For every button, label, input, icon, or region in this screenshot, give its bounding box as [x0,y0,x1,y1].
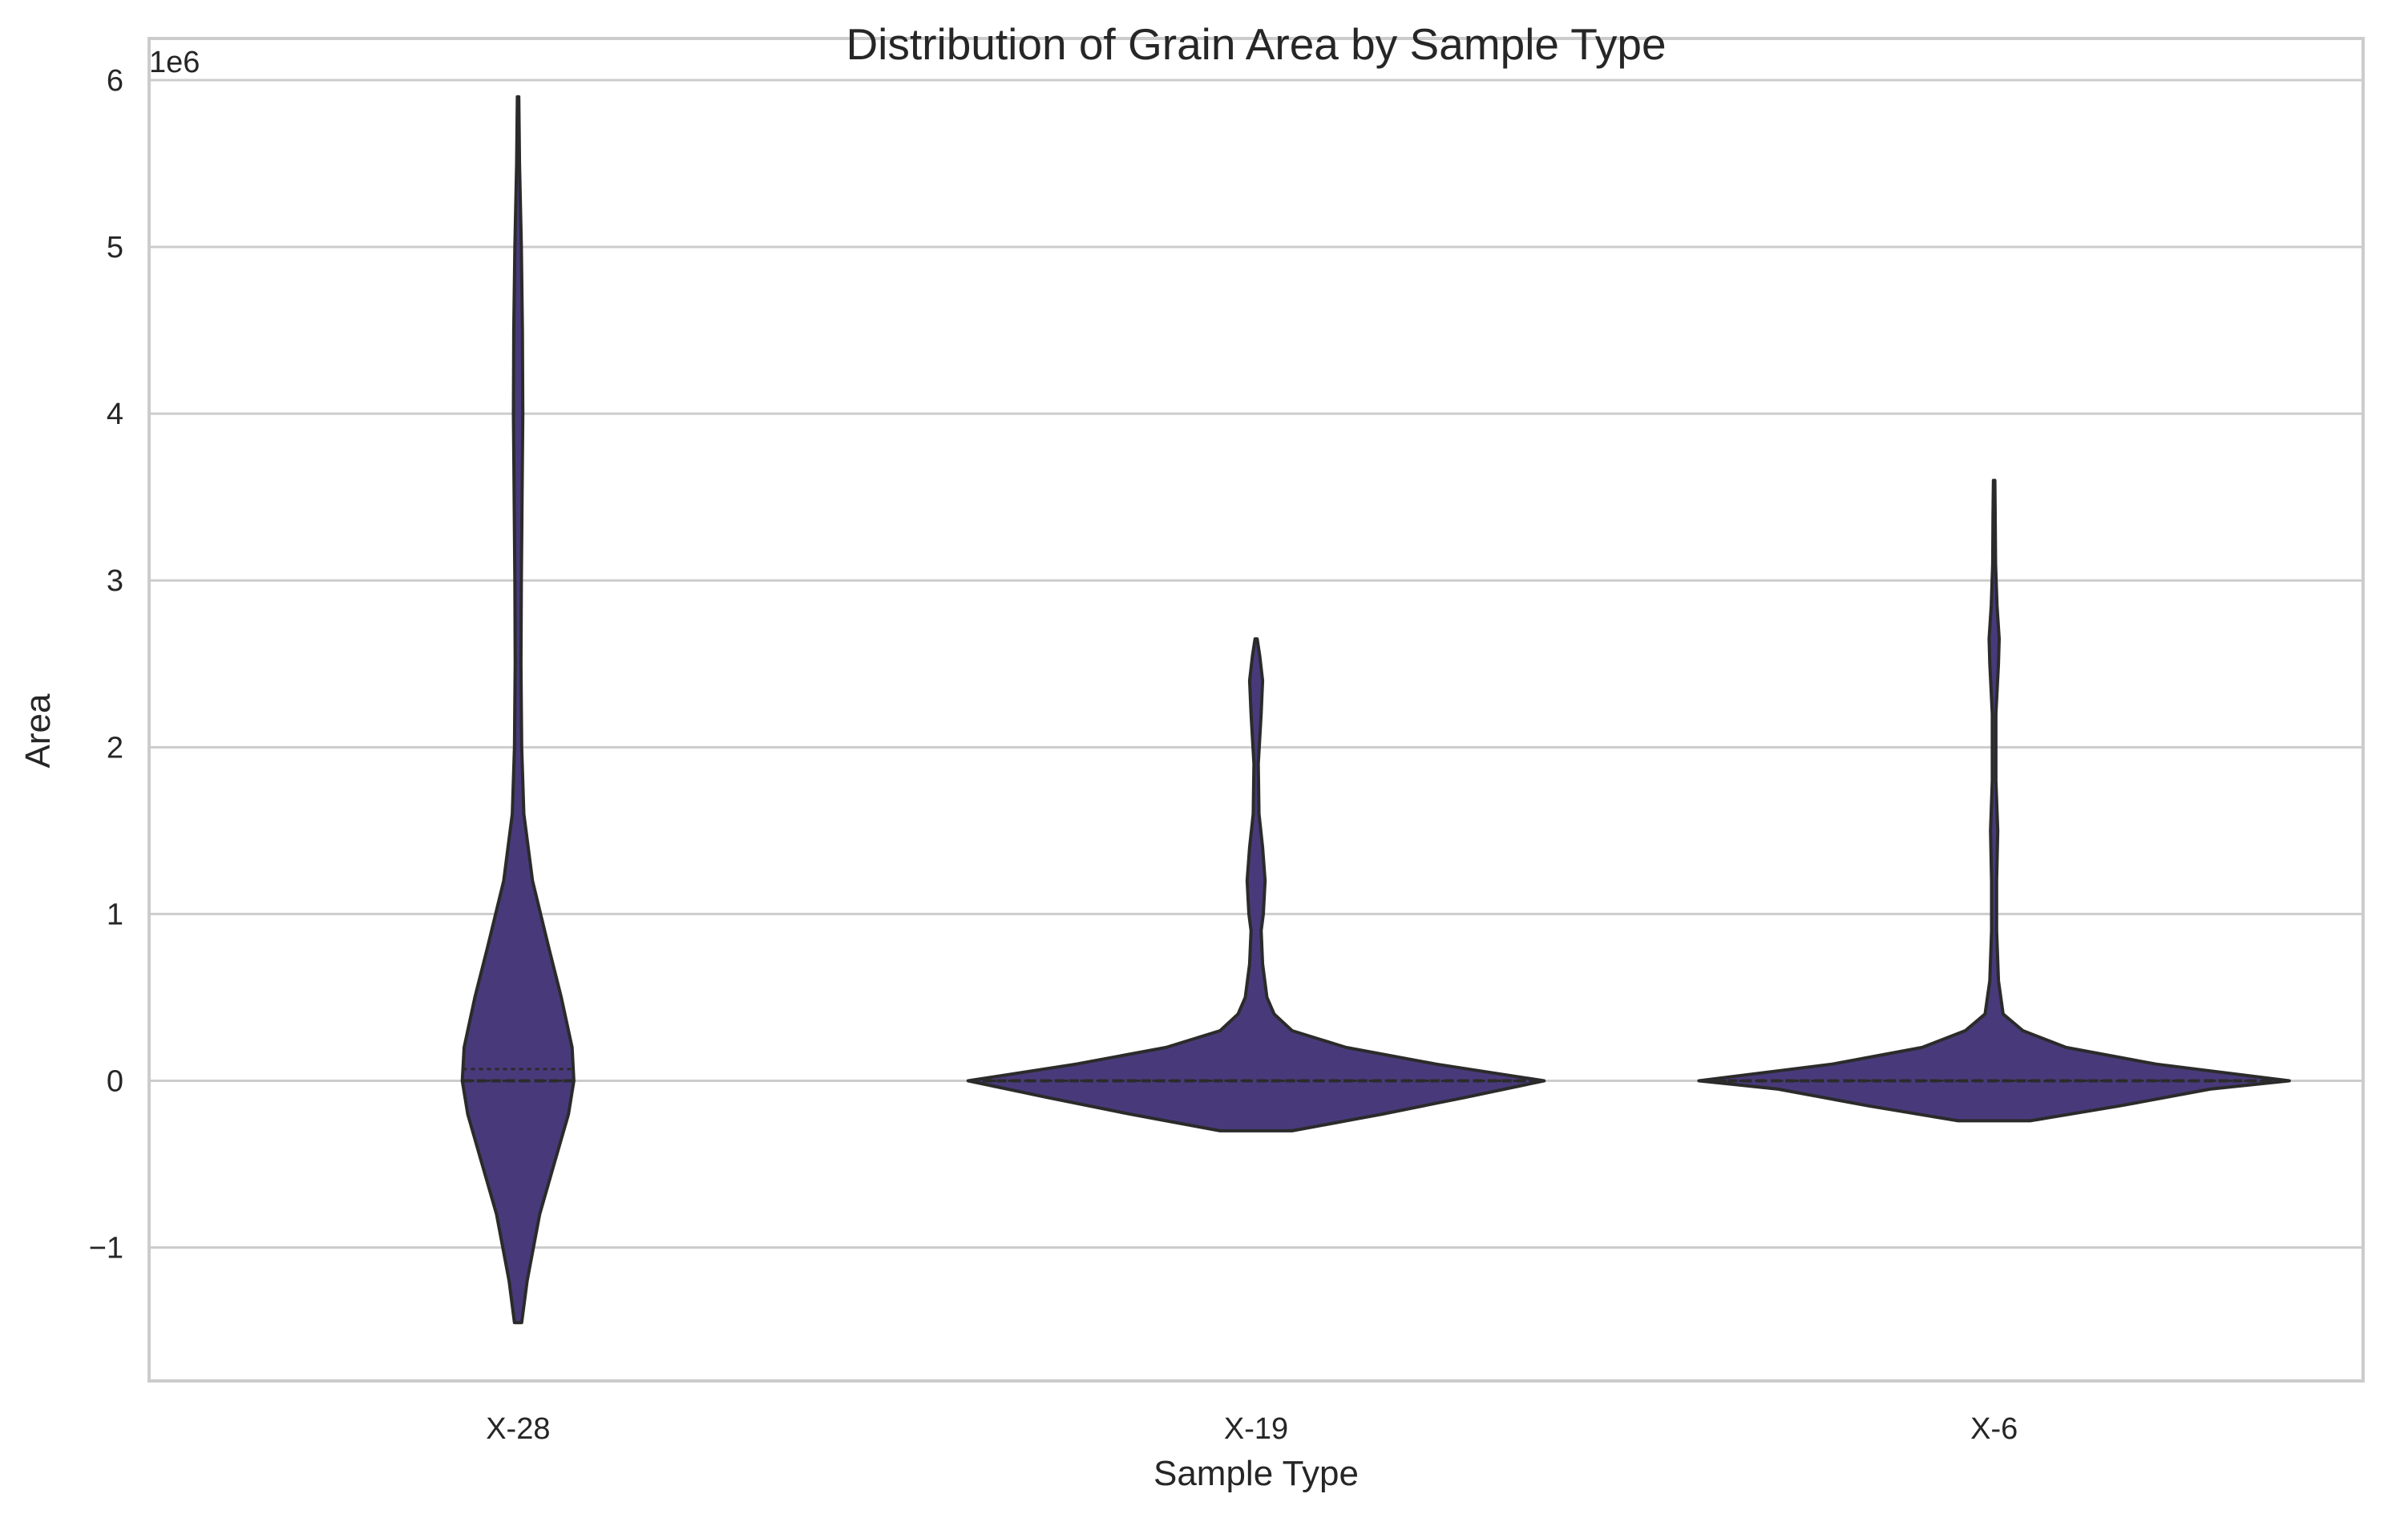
y-tick-labels: −1 0 1 2 3 4 5 6 [89,64,123,1266]
x-tick-label: X-19 [1224,1412,1288,1446]
x-tick-labels: X-28 X-19 X-6 [486,1412,2018,1446]
y-offset-text: 1e6 [149,46,200,79]
y-tick-label: 0 [107,1064,123,1098]
y-tick-label: 2 [107,731,123,765]
chart-title: Distribution of Grain Area by Sample Typ… [846,19,1666,69]
violin-body [1697,478,2291,1123]
y-axis-label: Area [18,693,58,768]
y-tick-label: 4 [107,398,123,431]
violin-body [966,637,1546,1132]
x-tick-label: X-6 [1970,1412,2018,1446]
y-tick-label: 5 [107,231,123,264]
plot-frame [147,37,2365,1383]
x-tick-label: X-28 [486,1412,550,1446]
y-tick-label: 6 [107,64,123,98]
violin-body [460,95,576,1325]
y-tick-label: 1 [107,898,123,931]
y-tick-label: 3 [107,564,123,598]
x-axis-label: Sample Type [1153,1454,1359,1493]
violins [460,95,2291,1325]
y-tick-label: −1 [89,1232,123,1266]
